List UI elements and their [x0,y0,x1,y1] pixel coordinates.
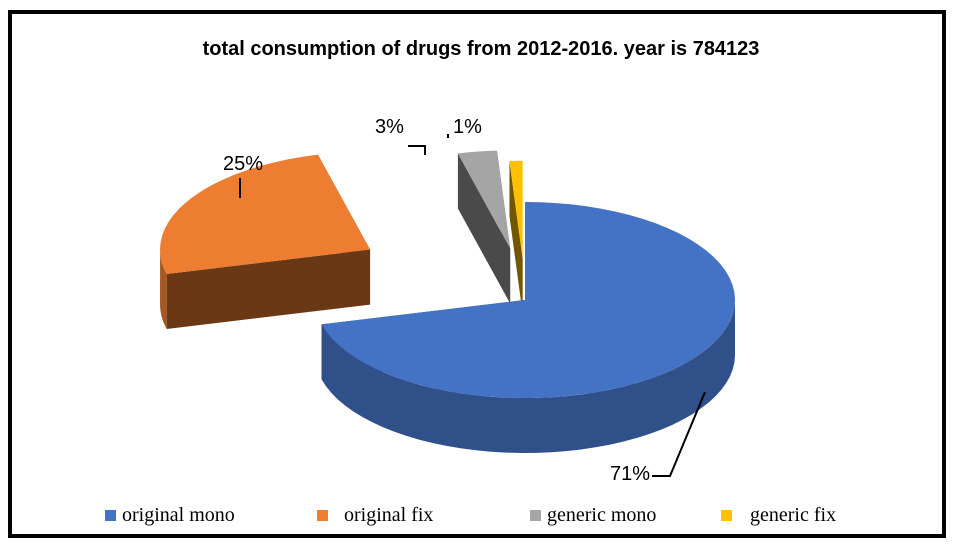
data-label-original-mono: 71% [610,463,650,485]
slice-wall-generic-fix [509,160,523,314]
legend-swatch [317,509,328,521]
slice-generic-fix [509,160,523,259]
data-label-generic-mono: 3% [375,116,404,138]
legend-item-generic-mono: generic mono [530,500,656,530]
legend-swatch [105,509,116,521]
slice-wall-original-fix [166,249,371,329]
legend-item-generic-fix: generic fix [721,500,836,530]
chart-title: total consumption of drugs from 2012-201… [202,38,760,60]
data-label-generic-fix: 1% [453,116,482,138]
legend-label: generic fix [750,503,837,526]
slice-wall-generic-mono [457,153,511,304]
leader-line [652,391,706,477]
legend-swatch [530,509,541,521]
legend-label: original mono [122,503,235,526]
slice-original-fix [160,154,371,274]
legend: original mono original fix generic mono … [105,500,905,530]
slice-original-mono [321,202,735,398]
legend-swatch [721,509,732,521]
legend-item-original-mono: original mono [105,500,235,530]
legend-label: generic mono [547,503,657,526]
legend-label: original fix [344,503,434,526]
legend-item-original-fix: original fix [317,500,433,530]
slice-rim-original-mono [321,300,735,453]
slice-generic-mono [457,150,511,249]
data-label-original-fix: 25% [223,153,263,175]
slice-rim-original-fix [160,249,167,329]
leader-line [408,145,426,155]
